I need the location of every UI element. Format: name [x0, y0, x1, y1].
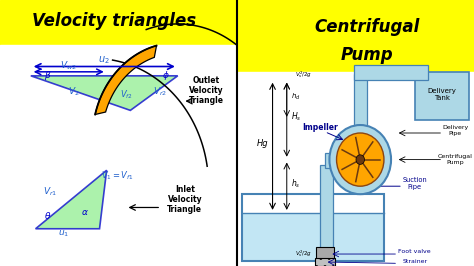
Text: Pump: Pump [341, 45, 394, 64]
Circle shape [329, 125, 391, 194]
Text: Centrifugal
Pump: Centrifugal Pump [438, 154, 473, 165]
Text: Impeller: Impeller [302, 123, 338, 132]
Bar [237, 0, 474, 72]
Text: $V_2$: $V_2$ [68, 85, 79, 98]
Bar [325, 153, 337, 168]
Bar [354, 65, 428, 80]
Polygon shape [95, 45, 156, 114]
FancyBboxPatch shape [415, 72, 469, 120]
Bar [320, 165, 333, 258]
Text: Strainer: Strainer [402, 259, 428, 264]
Text: Inlet
Velocity
Triangle: Inlet Velocity Triangle [167, 185, 202, 214]
Text: $V_{r2}$: $V_{r2}$ [153, 85, 167, 98]
Bar [315, 258, 336, 266]
Text: $\theta$: $\theta$ [44, 210, 51, 222]
Text: Foot valve: Foot valve [399, 249, 431, 254]
Text: $V_{f2}$: $V_{f2}$ [120, 88, 133, 101]
Polygon shape [36, 170, 107, 229]
Text: $h_d$: $h_d$ [292, 92, 301, 102]
Text: Suction
Pipe: Suction Pipe [402, 177, 427, 190]
Text: $u_1$: $u_1$ [58, 228, 70, 239]
Bar [242, 194, 384, 261]
Text: $\alpha$: $\alpha$ [82, 209, 89, 218]
Circle shape [356, 155, 365, 164]
Text: $V_s^2/2g$: $V_s^2/2g$ [295, 69, 312, 80]
Bar [316, 247, 334, 259]
Text: Velocity triangles: Velocity triangles [32, 12, 196, 30]
Text: Delivery
Tank: Delivery Tank [428, 88, 456, 101]
Bar [354, 74, 367, 128]
Text: $h_s$: $h_s$ [292, 177, 301, 190]
Bar [0, 45, 237, 266]
Bar [242, 213, 384, 261]
Text: $H_s$: $H_s$ [291, 111, 301, 123]
Bar [0, 0, 237, 45]
Text: $V_{w2}$: $V_{w2}$ [60, 59, 77, 72]
Text: $V_{r1}$: $V_{r1}$ [43, 185, 57, 198]
Text: $u_2$: $u_2$ [99, 54, 110, 65]
Text: $\beta$: $\beta$ [44, 69, 51, 82]
Text: Delivery
Pipe: Delivery Pipe [442, 125, 468, 136]
Text: Outlet
Velocity
Triangle: Outlet Velocity Triangle [189, 76, 224, 105]
Text: Hg: Hg [257, 139, 269, 148]
Bar [237, 72, 474, 266]
Text: $\phi$: $\phi$ [162, 69, 170, 82]
Text: $V_1 = V_{f1}$: $V_1 = V_{f1}$ [101, 169, 134, 182]
Text: $V_s^2/2g$: $V_s^2/2g$ [295, 248, 312, 259]
Circle shape [337, 133, 384, 186]
Polygon shape [31, 76, 178, 110]
Text: Centrifugal: Centrifugal [315, 18, 420, 36]
